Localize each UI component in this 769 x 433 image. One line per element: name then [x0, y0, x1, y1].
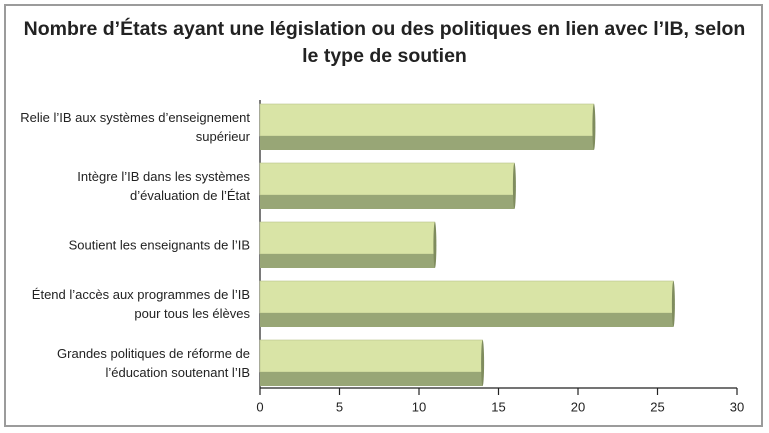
bar-top: [259, 280, 674, 314]
x-tick-label: 15: [491, 399, 505, 414]
bar-top: [259, 221, 436, 255]
bar-end: [481, 340, 485, 386]
x-tick-label: 20: [571, 399, 585, 414]
chart-frame: [4, 4, 763, 427]
chart-title: Nombre d’États ayant une législation ou …: [23, 18, 746, 67]
x-tick-label: 5: [336, 399, 343, 414]
y-tick-label: Intègre l’IB dans les systèmes d’évaluat…: [77, 169, 250, 203]
x-tick-label: 30: [730, 399, 744, 414]
bar-top: [259, 339, 483, 373]
bar-end: [433, 222, 437, 268]
bar-side: [260, 254, 435, 268]
x-tick-label: 10: [412, 399, 426, 414]
bar-end: [512, 163, 516, 209]
bar-side: [260, 195, 515, 209]
bar-end: [592, 104, 596, 150]
bar-side: [260, 136, 594, 150]
bar-side: [260, 372, 483, 386]
bar-top: [259, 103, 595, 137]
x-tick-label: 0: [256, 399, 263, 414]
y-tick-label: Grandes politiques de réforme de l’éduca…: [57, 346, 250, 380]
y-tick-label: Relie l’IB aux systèmes d’enseignement s…: [20, 110, 250, 144]
x-tick-label: 25: [650, 399, 664, 414]
y-tick-label: Étend l’accès aux programmes de l’IB pou…: [31, 287, 250, 321]
bar-top: [259, 162, 515, 196]
bar-side: [260, 313, 674, 327]
y-tick-label: Soutient les enseignants de l’IB: [68, 237, 250, 253]
bar-end: [671, 281, 675, 327]
